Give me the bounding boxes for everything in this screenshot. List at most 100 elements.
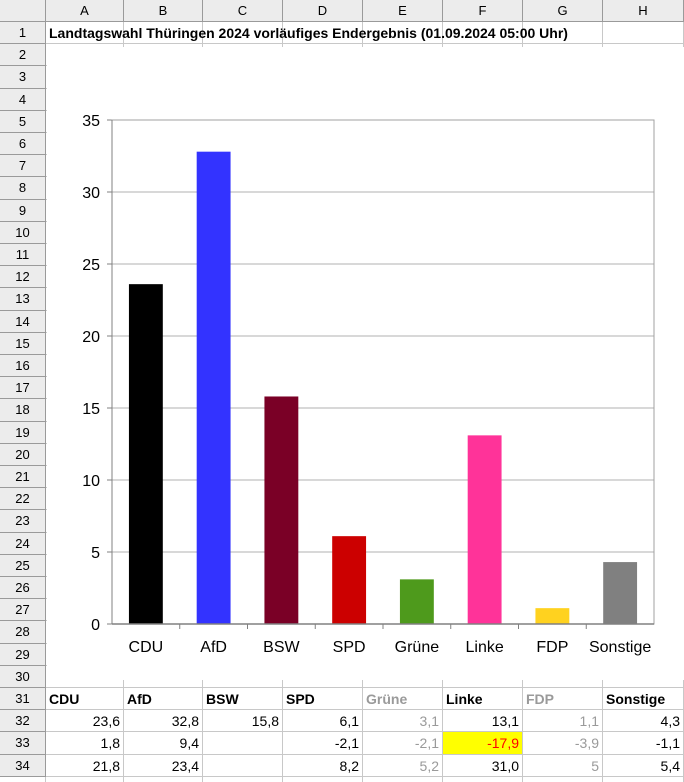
- row-header-2[interactable]: 2: [0, 44, 46, 67]
- sheet-title-cell[interactable]: Landtagswahl Thüringen 2024 vorläufiges …: [49, 25, 568, 41]
- column-header-h[interactable]: H: [603, 0, 684, 22]
- y-tick-label: 15: [82, 401, 100, 418]
- row-header-34[interactable]: 34: [0, 754, 46, 777]
- table-data-cell[interactable]: 3,1: [419, 713, 439, 730]
- row-header-26[interactable]: 26: [0, 577, 46, 600]
- row-header-14[interactable]: 14: [0, 310, 46, 333]
- column-header-d[interactable]: D: [283, 0, 363, 22]
- row-header-17[interactable]: 17: [0, 377, 46, 400]
- table-header-cell[interactable]: Linke: [446, 691, 483, 707]
- row-header-7[interactable]: 7: [0, 155, 46, 178]
- y-tick-label: 30: [82, 185, 100, 202]
- bar-cdu: [128, 284, 163, 624]
- row-header-10[interactable]: 10: [0, 221, 46, 244]
- row-header-9[interactable]: 9: [0, 199, 46, 222]
- table-data-cell[interactable]: -2,1: [334, 735, 359, 752]
- row-header-3[interactable]: 3: [0, 66, 46, 89]
- table-data-cell[interactable]: 5: [591, 757, 599, 774]
- table-header-cell[interactable]: BSW: [206, 691, 239, 707]
- table-header-cell[interactable]: Grüne: [366, 691, 408, 707]
- y-tick-label: 10: [82, 473, 100, 490]
- x-category-label: Grüne: [395, 639, 440, 656]
- table-data-cell[interactable]: 23,6: [92, 713, 120, 730]
- row-header-31[interactable]: 31: [0, 688, 46, 711]
- gridline-horizontal: [0, 775, 684, 777]
- plot-area-frame: [111, 119, 655, 625]
- column-header-g[interactable]: G: [523, 0, 603, 22]
- table-data-cell[interactable]: 4,3: [660, 713, 680, 730]
- x-category-label: Linke: [466, 639, 504, 656]
- table-data-cell[interactable]: 8,2: [339, 757, 359, 774]
- table-data-cell[interactable]: 21,8: [92, 757, 120, 774]
- bar-chart[interactable]: 0 5 10 15 20 25 30 35 CDU AfD BSW SPD Grüne Linke FDP S…: [47, 47, 684, 680]
- table-data-cell[interactable]: [203, 732, 282, 754]
- row-header-21[interactable]: 21: [0, 466, 46, 489]
- bar-bsw: [264, 396, 299, 624]
- bar-spd: [332, 536, 367, 624]
- table-header-cell[interactable]: AfD: [127, 691, 152, 707]
- row-header-11[interactable]: 11: [0, 244, 46, 267]
- row-header-15[interactable]: 15: [0, 332, 46, 355]
- table-data-cell[interactable]: 1,1: [579, 713, 599, 730]
- bar-linke: [467, 435, 502, 624]
- column-header-e[interactable]: E: [363, 0, 443, 22]
- column-header-a[interactable]: A: [46, 0, 124, 22]
- x-category-label: SPD: [333, 639, 366, 656]
- table-header-cell[interactable]: CDU: [49, 691, 80, 707]
- row-header-13[interactable]: 13: [0, 288, 46, 311]
- row-header-22[interactable]: 22: [0, 488, 46, 511]
- bar-grüne: [399, 579, 434, 624]
- table-data-cell[interactable]: 32,8: [171, 713, 199, 730]
- table-data-cell[interactable]: 9,4: [179, 735, 199, 752]
- table-data-cell[interactable]: 15,8: [251, 713, 279, 730]
- table-data-cell[interactable]: -2,1: [414, 735, 439, 752]
- row-header-8[interactable]: 8: [0, 177, 46, 200]
- table-header-cell[interactable]: Sonstige: [606, 691, 666, 707]
- column-header-f[interactable]: F: [443, 0, 523, 22]
- table-data-cell[interactable]: [203, 755, 282, 777]
- gridline-horizontal: [0, 687, 684, 688]
- row-header-23[interactable]: 23: [0, 510, 46, 533]
- table-data-cell[interactable]: 5,4: [660, 757, 680, 774]
- row-header-25[interactable]: 25: [0, 554, 46, 577]
- column-header-c[interactable]: C: [203, 0, 283, 22]
- select-all-corner[interactable]: [0, 0, 46, 22]
- table-data-cell[interactable]: 5,2: [419, 757, 439, 774]
- row-header-12[interactable]: 12: [0, 266, 46, 289]
- column-header-b[interactable]: B: [124, 0, 203, 22]
- row-header-1[interactable]: 1: [0, 22, 46, 45]
- row-header-33[interactable]: 33: [0, 732, 46, 755]
- table-data-cell[interactable]: 6,1: [339, 713, 359, 730]
- row-header-30[interactable]: 30: [0, 665, 46, 688]
- gridline-horizontal: [0, 709, 684, 711]
- table-data-cell[interactable]: -3,9: [574, 735, 599, 752]
- y-tick-label: 0: [91, 617, 100, 634]
- row-header-32[interactable]: 32: [0, 710, 46, 733]
- bar-chart-svg: 0 5 10 15 20 25 30 35 CDU AfD BSW SPD Grüne Linke FDP S…: [82, 113, 655, 656]
- row-header-24[interactable]: 24: [0, 532, 46, 555]
- table-data-cell[interactable]: 1,8: [100, 735, 120, 752]
- x-category-label: CDU: [129, 639, 164, 656]
- y-tick-label: 5: [91, 545, 100, 562]
- row-header-18[interactable]: 18: [0, 399, 46, 422]
- row-header-5[interactable]: 5: [0, 110, 46, 133]
- gridline-horizontal: [0, 753, 684, 755]
- table-header-cell[interactable]: SPD: [286, 691, 315, 707]
- row-header-28[interactable]: 28: [0, 621, 46, 644]
- row-header-19[interactable]: 19: [0, 421, 46, 444]
- row-header-20[interactable]: 20: [0, 443, 46, 466]
- table-data-cell[interactable]: 31,0: [491, 757, 519, 774]
- bar-sonstige: [603, 562, 638, 624]
- row-header-29[interactable]: 29: [0, 643, 46, 666]
- table-data-cell[interactable]: 13,1: [491, 713, 519, 730]
- table-data-cell[interactable]: 23,4: [171, 757, 199, 774]
- table-data-cell[interactable]: -17,9: [443, 732, 522, 755]
- row-header-4[interactable]: 4: [0, 88, 46, 111]
- row-header-16[interactable]: 16: [0, 355, 46, 378]
- table-data-cell[interactable]: -1,1: [655, 735, 680, 752]
- table-header-cell[interactable]: FDP: [526, 691, 554, 707]
- row-header-6[interactable]: 6: [0, 133, 46, 156]
- x-category-label: Sonstige: [589, 639, 651, 656]
- row-header-27[interactable]: 27: [0, 599, 46, 622]
